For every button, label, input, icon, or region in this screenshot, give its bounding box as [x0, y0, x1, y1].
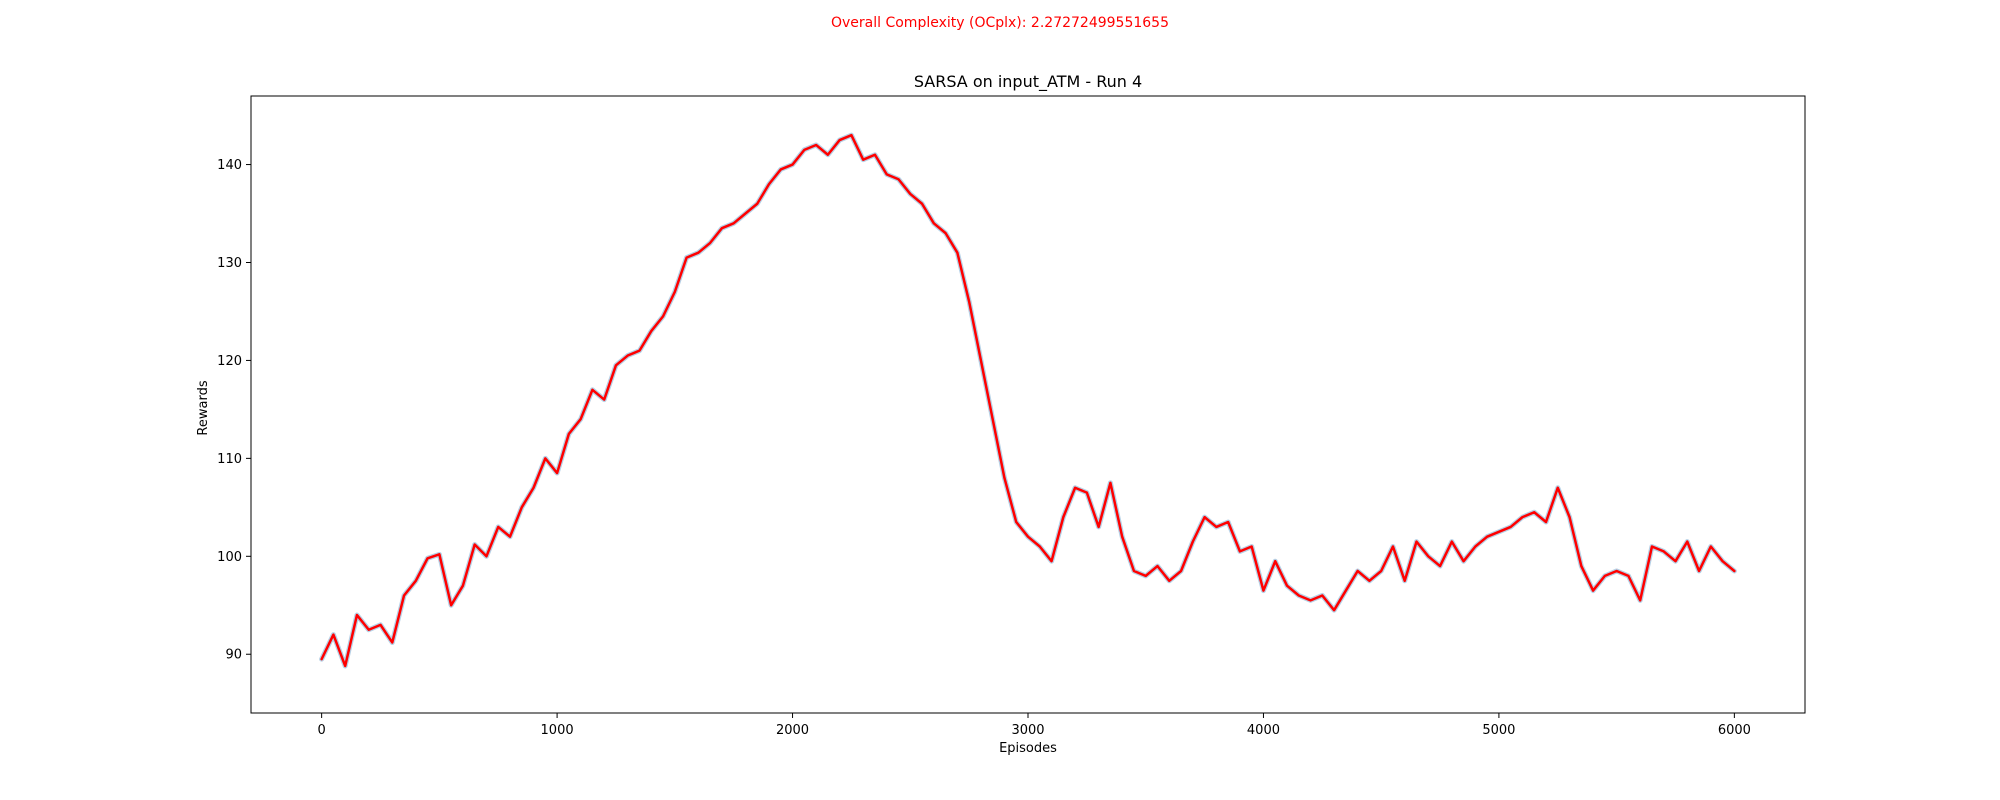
y-tick-label: 100	[217, 550, 242, 565]
smoothed-rewards-line	[320, 133, 1736, 668]
x-axis-label: Episodes	[999, 741, 1057, 756]
overall-complexity-title: Overall Complexity (OCplx): 2.2727249955…	[831, 15, 1169, 31]
x-tick-label: 2000	[776, 723, 809, 738]
plot-area	[319, 132, 1737, 669]
x-tick-label: 4000	[1247, 723, 1280, 738]
y-tick-label: 120	[217, 354, 242, 369]
chart-title: SARSA on input_ATM - Run 4	[914, 72, 1142, 92]
y-tick-label: 140	[217, 158, 242, 173]
axis-ticks: 0 1000 2000 3000 4000 5000 6000 90 100 110 120 130 1…	[217, 158, 1751, 738]
y-tick-label: 90	[225, 648, 242, 663]
y-tick-label: 110	[217, 452, 242, 467]
y-tick-label: 130	[217, 256, 242, 271]
x-tick-label: 6000	[1718, 723, 1751, 738]
y-axis-label: Rewards	[196, 380, 211, 435]
x-tick-label: 5000	[1482, 723, 1515, 738]
x-tick-label: 3000	[1011, 723, 1044, 738]
x-tick-label: 1000	[541, 723, 574, 738]
x-tick-label: 0	[317, 723, 325, 738]
